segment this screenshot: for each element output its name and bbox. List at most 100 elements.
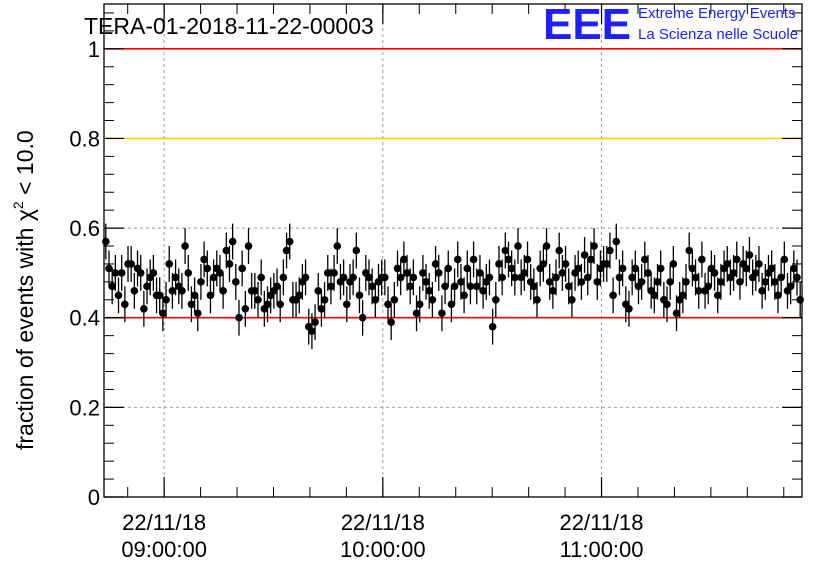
data-point — [704, 282, 713, 291]
data-point — [593, 278, 602, 286]
data-point — [130, 287, 139, 295]
data-point — [368, 282, 376, 291]
data-point — [184, 269, 193, 277]
data-point — [285, 237, 294, 246]
data-point — [558, 269, 567, 277]
y-tick-label: 0.2 — [69, 395, 100, 420]
data-point — [232, 278, 240, 286]
data-point — [352, 246, 361, 255]
eee-logo: EEE Extreme Energy Events La Scienza nel… — [543, 0, 798, 49]
data-point — [786, 282, 795, 291]
data-point — [235, 313, 243, 322]
data-point — [501, 246, 510, 255]
data-point — [254, 296, 262, 304]
data-point — [691, 273, 700, 282]
data-point — [625, 304, 633, 313]
data-point — [251, 287, 259, 295]
data-point — [583, 273, 592, 282]
data-point — [710, 269, 719, 277]
data-points — [102, 237, 804, 335]
data-point — [219, 287, 227, 295]
y-tick-label: 1 — [88, 37, 100, 62]
data-point — [200, 255, 208, 264]
data-point — [568, 296, 576, 304]
data-point — [771, 278, 779, 286]
data-point — [666, 278, 674, 286]
data-point — [400, 255, 408, 264]
data-point — [323, 269, 332, 277]
reference-lines — [104, 48, 802, 319]
x-tick-label-time: 09:00:00 — [121, 537, 207, 562]
data-point — [228, 237, 237, 246]
data-point — [342, 300, 351, 309]
data-point — [663, 300, 671, 309]
data-point — [187, 300, 196, 309]
data-point — [555, 246, 564, 255]
data-point — [409, 273, 418, 282]
data-point — [127, 260, 135, 268]
data-point — [162, 296, 170, 304]
data-point — [514, 242, 522, 250]
data-point — [539, 260, 548, 268]
data-point — [511, 273, 519, 282]
data-point — [631, 264, 640, 273]
data-point — [333, 242, 342, 250]
data-point — [415, 300, 424, 309]
data-point — [140, 304, 148, 313]
data-point — [457, 278, 465, 286]
data-point — [580, 251, 589, 259]
data-point — [105, 264, 113, 273]
data-point — [504, 255, 513, 264]
data-point — [637, 278, 646, 286]
data-point — [102, 237, 110, 246]
data-point — [428, 296, 437, 304]
x-tick-label-date: 22/11/18 — [122, 510, 206, 535]
data-point — [257, 273, 265, 282]
eee-logo-line1: Extreme Energy Events — [638, 5, 796, 22]
data-point — [216, 269, 224, 277]
data-point — [387, 318, 395, 327]
data-point — [650, 291, 659, 300]
data-point — [694, 287, 703, 295]
data-point — [742, 264, 751, 273]
plot-frame — [103, 3, 803, 498]
data-point — [641, 255, 649, 264]
data-point — [149, 269, 158, 277]
data-point — [618, 264, 627, 273]
data-point — [685, 246, 694, 255]
data-point — [349, 273, 357, 282]
data-point — [777, 273, 785, 282]
data-point — [479, 287, 487, 295]
data-point — [244, 242, 253, 250]
data-point — [320, 296, 329, 304]
y-axis-label-sup: 2 — [10, 201, 26, 209]
data-point — [758, 287, 766, 295]
data-point — [381, 273, 389, 282]
y-tick-label: 0.8 — [69, 126, 100, 151]
data-point — [295, 291, 304, 300]
data-point — [745, 251, 754, 259]
data-point — [114, 291, 123, 300]
data-point — [561, 260, 570, 268]
data-point — [181, 242, 189, 250]
data-point — [327, 282, 335, 291]
y-axis-label-chi: χ — [12, 209, 38, 221]
data-point — [485, 273, 494, 282]
x-tick-label-time: 11:00:00 — [560, 537, 644, 562]
y-tick-label: 0 — [88, 485, 100, 510]
y-axis-label: fraction of events with χ2 < 10.0 — [10, 130, 38, 450]
data-point — [761, 278, 770, 286]
data-point — [117, 269, 126, 277]
data-point — [190, 291, 199, 300]
axis-ticks — [104, 4, 802, 498]
data-point — [206, 291, 215, 300]
data-point — [273, 282, 281, 291]
data-point — [774, 291, 782, 300]
data-point — [751, 269, 760, 277]
data-point — [317, 304, 326, 313]
data-point — [412, 309, 421, 318]
data-point — [472, 282, 481, 291]
data-point — [698, 255, 706, 264]
chart-title: TERA-01-2018-11-22-00003 — [84, 13, 374, 39]
data-point — [732, 255, 741, 264]
